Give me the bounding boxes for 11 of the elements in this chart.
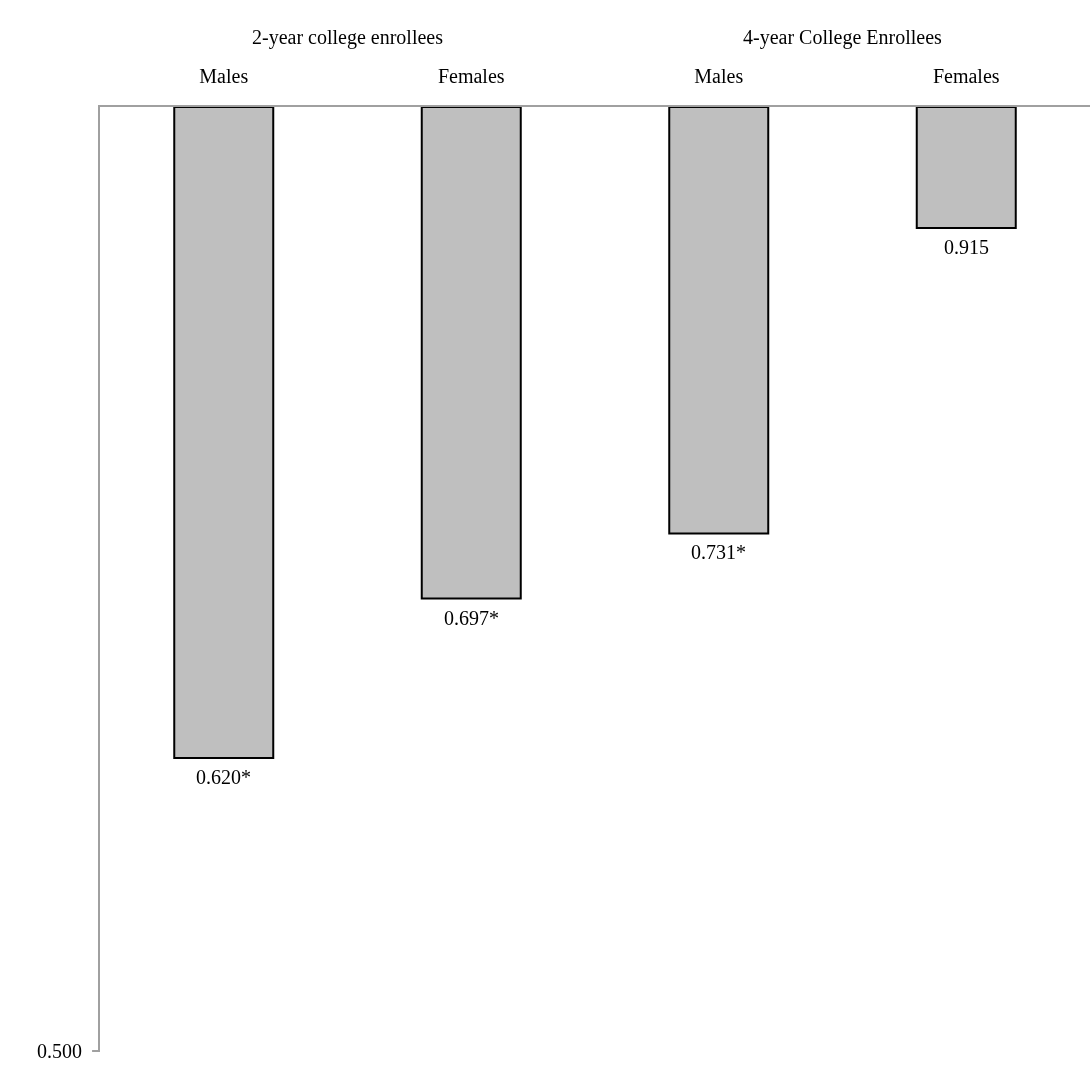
annotation: 0.731*	[691, 541, 746, 563]
annotation: 0.697*	[444, 607, 499, 629]
annotation: 0.915	[944, 236, 989, 258]
text: 4-year College Enrollees	[743, 26, 943, 49]
x-tick-label: Females	[437, 65, 505, 87]
text: 0.620*	[196, 766, 251, 788]
x-tick-label: Males	[199, 65, 249, 87]
x-tick-label: Females	[932, 65, 1000, 87]
text: 0.500	[37, 1040, 82, 1062]
text: 2-year college enrollees	[252, 26, 444, 49]
x-tick-label: Males	[694, 65, 744, 87]
